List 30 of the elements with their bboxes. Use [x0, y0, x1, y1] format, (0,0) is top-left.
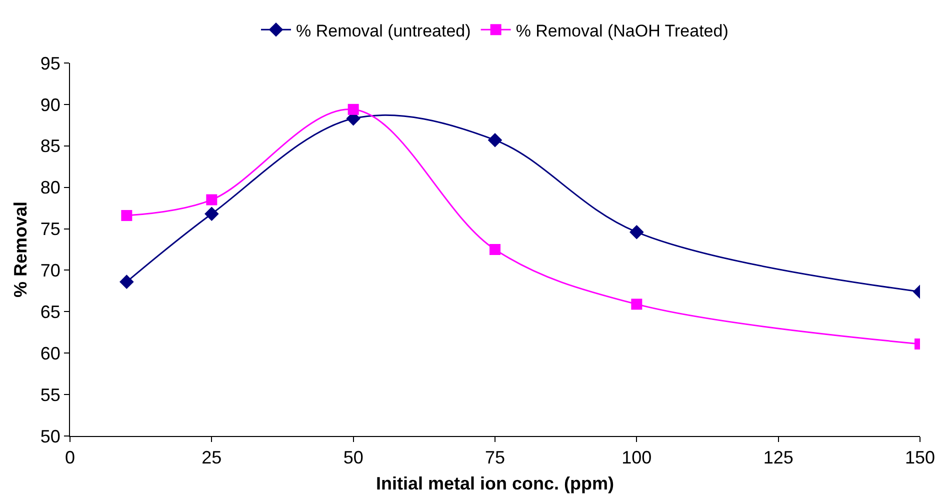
point [206, 194, 218, 206]
y-tick-label: 55 [40, 384, 60, 405]
legend-label: % Removal (untreated) [296, 21, 471, 40]
y-tick-label: 50 [40, 426, 60, 446]
x-tick-label: 50 [343, 448, 364, 468]
y-tick-label: 85 [40, 136, 60, 156]
y-tick-label: 60 [40, 343, 60, 364]
y-tick-label: 75 [40, 219, 60, 240]
x-axis-title: Initial metal ion conc. (ppm) [376, 474, 614, 494]
y-tick-label: 80 [40, 178, 60, 198]
x-tick-label: 150 [904, 448, 936, 468]
y-tick-label: 65 [40, 302, 60, 322]
x-tick-label: 125 [763, 448, 794, 468]
point [120, 274, 134, 289]
legend-label: % Removal (NaOH Treated) [516, 21, 728, 40]
y-tick-label: 90 [40, 94, 60, 115]
x-tick-label: 75 [484, 448, 506, 468]
y-tick-label: 70 [40, 260, 60, 281]
point [348, 104, 359, 115]
x-tick-label: 100 [622, 448, 652, 468]
point [490, 244, 500, 255]
point [121, 210, 132, 222]
point [631, 298, 642, 310]
y-axis-title: % Removal [10, 201, 31, 298]
x-tick-label: 25 [202, 448, 222, 468]
point [204, 206, 219, 222]
x-tick-label: 0 [64, 448, 76, 468]
y-tick-label: 95 [40, 53, 60, 74]
point [630, 224, 644, 240]
point [488, 132, 502, 148]
